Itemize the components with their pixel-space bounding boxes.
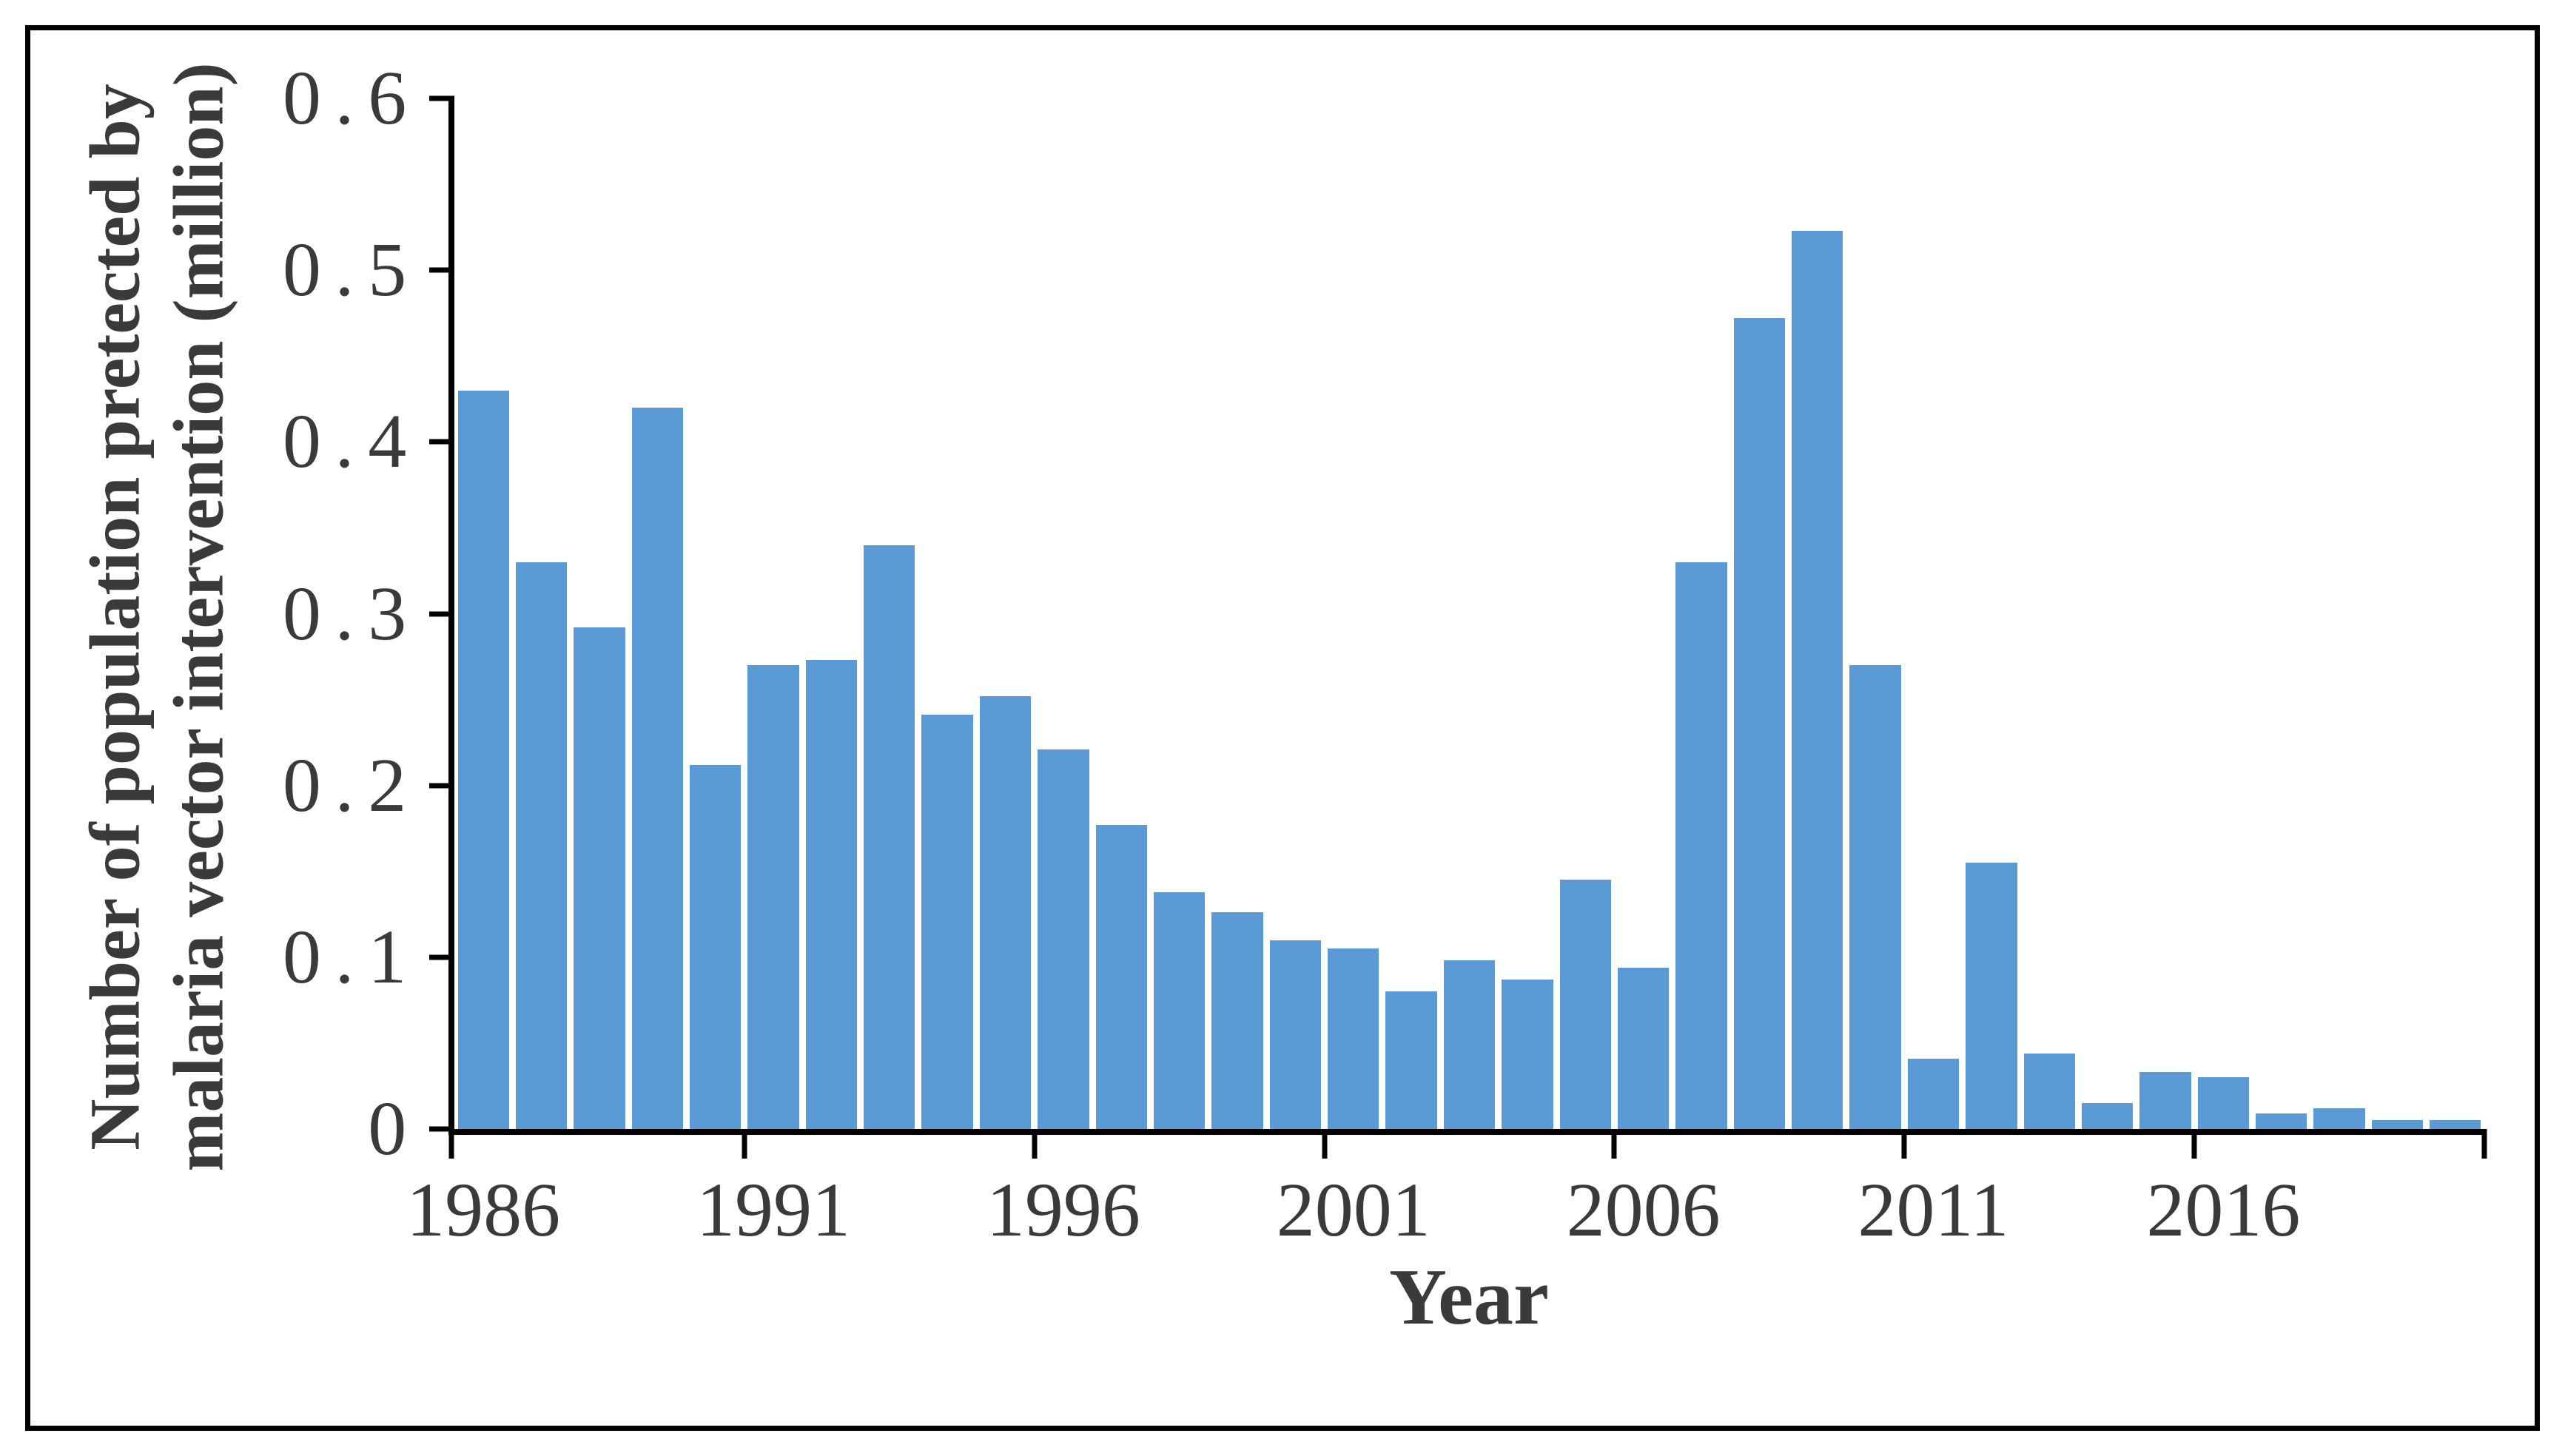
y-tick-label-0.4: 0.4	[282, 399, 420, 485]
x-tick-boundary-35	[2481, 1129, 2487, 1159]
x-tick-label-2006: 2006	[1566, 1167, 1721, 1253]
x-tick-boundary-0	[448, 1129, 454, 1159]
bar-2005	[1559, 880, 1611, 1129]
y-tick-0.6	[429, 95, 454, 101]
plot-area: 0 0.1 0.2 0.3 0.4 0.5 0.6 1986 1991 1996 2001 2006…	[283, 60, 2487, 1249]
bar-2018	[2313, 1108, 2365, 1129]
x-tick-boundary-30	[2191, 1129, 2197, 1159]
x-tick-label-2011: 2011	[1858, 1167, 2009, 1253]
y-tick-0.3	[429, 611, 454, 616]
x-tick-label-2016: 2016	[2146, 1167, 2301, 1253]
bar-2009	[1792, 230, 1843, 1129]
bar-2019	[2371, 1120, 2424, 1129]
x-tick-label-1986: 1986	[406, 1167, 561, 1253]
chart-border	[25, 25, 2540, 1431]
bar-2007	[1675, 562, 1727, 1129]
bar-2001	[1328, 948, 1379, 1129]
bar-2011	[1907, 1058, 1960, 1129]
bar-2008	[1733, 318, 1786, 1129]
y-tick-label-0: 0	[368, 1086, 420, 1171]
y-tick-0.1	[429, 954, 454, 960]
bar-2013	[2023, 1053, 2075, 1129]
bar-2014	[2081, 1103, 2134, 1129]
bar-2016	[2197, 1077, 2249, 1129]
bar-1990	[689, 764, 742, 1129]
bar-2020	[2430, 1120, 2481, 1129]
x-tick-boundary-5	[742, 1129, 747, 1159]
y-axis-title-line-1: Number of population pretected by	[75, 83, 155, 1150]
y-axis-title-text: Number of population pretected by malari…	[73, 62, 241, 1171]
x-tick-boundary-10	[1032, 1129, 1038, 1159]
bar-2010	[1849, 665, 1901, 1129]
x-tick-label-1991: 1991	[696, 1167, 851, 1253]
bars-group	[454, 98, 2484, 1129]
bar-1998	[1153, 892, 1206, 1129]
bar-1993	[864, 545, 915, 1129]
bar-1994	[921, 715, 973, 1129]
x-tick-boundary-25	[1901, 1129, 1907, 1159]
x-tick-label-2001: 2001	[1276, 1167, 1431, 1253]
bar-2002	[1385, 991, 1437, 1129]
x-axis-title: Year	[1389, 1253, 1549, 1341]
y-tick-0.5	[429, 267, 454, 273]
y-tick-label-0.6: 0.6	[282, 55, 420, 141]
y-tick-label-0.1: 0.1	[282, 914, 420, 1000]
y-tick-label-0.2: 0.2	[282, 742, 420, 828]
y-tick-0.2	[429, 783, 454, 789]
bar-2012	[1966, 863, 2017, 1129]
x-tick-boundary-20	[1611, 1129, 1617, 1159]
x-tick-boundary-15	[1322, 1129, 1328, 1159]
bar-2017	[2256, 1113, 2307, 1129]
bar-1988	[574, 627, 625, 1129]
bar-1992	[805, 660, 858, 1129]
bar-1999	[1211, 912, 1263, 1129]
bar-2006	[1617, 967, 1670, 1129]
bar-1991	[747, 665, 799, 1129]
bar-2004	[1502, 980, 1553, 1129]
bar-2000	[1269, 940, 1322, 1129]
bar-2015	[2139, 1072, 2191, 1129]
bar-1989	[631, 407, 683, 1129]
y-axis-title: Number of population pretected by malari…	[62, 62, 252, 1171]
y-tick-0.4	[429, 439, 454, 445]
bar-1986	[457, 390, 509, 1129]
y-axis-title-line-2: malaria vector intervention (million)	[159, 61, 238, 1172]
bar-1997	[1095, 825, 1147, 1129]
y-tick-label-0.3: 0.3	[282, 570, 420, 656]
y-tick-0	[429, 1126, 454, 1132]
bar-1987	[515, 562, 568, 1129]
bar-1996	[1038, 749, 1089, 1129]
bar-1995	[979, 695, 1032, 1129]
x-tick-label-1996: 1996	[986, 1167, 1140, 1253]
y-tick-label-0.5: 0.5	[282, 227, 420, 313]
bar-2003	[1443, 960, 1496, 1129]
